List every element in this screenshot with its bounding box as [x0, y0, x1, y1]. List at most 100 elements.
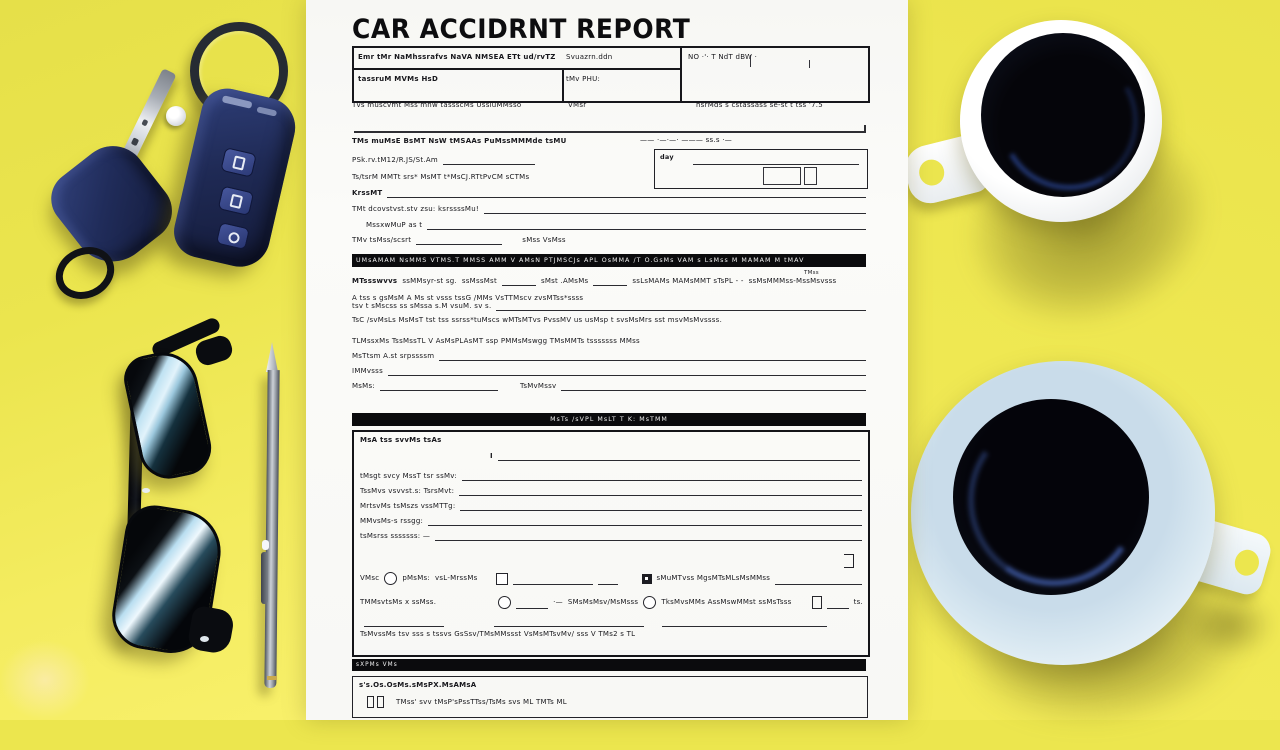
header-cell: tMv PHU:: [566, 75, 601, 83]
form-line: A tss s gsMsM A Ms st vsss tssG /MMs VsT…: [352, 294, 584, 302]
field-label: PSk.rv.tM12/R.JS/St.Am: [352, 156, 438, 165]
key-fob-slot: [221, 95, 253, 109]
table-divider: [562, 68, 564, 101]
table-divider: [354, 68, 680, 70]
signature-line: [561, 382, 866, 391]
header-note: hsrMds s cstassass se-st t tss '7.5: [696, 101, 823, 109]
fill-in-line: [512, 576, 593, 585]
field-label: sMst .AMsMs: [540, 277, 589, 286]
fill-in-line: [364, 618, 444, 627]
form-field-line: tMsgt svcy MssT tsr ssMv:: [360, 472, 862, 481]
field-label: SMsMsMsv/MsMsss: [567, 598, 639, 607]
sunglasses-hinge-dot: [200, 636, 209, 642]
fill-in-line: [427, 221, 866, 230]
checkbox-line: TMss' svv tMsP'sPssTTss/TsMs svs ML TMTs…: [367, 696, 857, 708]
fill-in-line: [775, 576, 862, 585]
checkbox-circle-icon: [643, 596, 657, 609]
date-label: MsMs:: [352, 382, 375, 391]
fill-in-line: [597, 576, 618, 585]
coffee-surface: [953, 399, 1149, 595]
field-label: vsL-MrssMs: [435, 574, 478, 583]
form-field-line: tsMsrss sssssss: —: [360, 532, 862, 541]
coffee-surface: [981, 33, 1145, 197]
field-label: tsMsrss sssssss: —: [360, 532, 431, 541]
form-field-line: MTssswvvs ssMMsyr-st sg. ssMssMst sMst .…: [352, 277, 866, 286]
field-label: MTssswvvs: [352, 277, 398, 286]
table-divider: [680, 48, 682, 101]
header-note: Tvs muscvmt Mss'mnw tassscMs UssluMMsso: [352, 101, 522, 109]
field-label: ssMssMst: [461, 277, 497, 286]
form-field-line: TMt dcovstvst.stv zsu: ksrssssMu!: [352, 205, 866, 214]
checkbox-line: VMsc pMsMs: vsL-MrssMs sMuMTvss MgsMTsML…: [360, 572, 862, 585]
field-label: TMt dcovstvst.stv zsu: ksrssssMu!: [352, 205, 479, 214]
cup-handle-shadow: [1185, 592, 1275, 658]
field-label: tsv t sMscss ss sMssa s.M vsuM. sv s.: [352, 302, 492, 311]
field-label: ts.: [853, 598, 863, 607]
header-cell: NO ·'· T NdT dBW ·: [688, 53, 758, 61]
form-header-table: Emr tMr NaMhssrafvs NaVA NMSEA ETt ud/rv…: [352, 46, 870, 103]
field-label: TMMsvtsMs x ssMss.: [360, 598, 437, 607]
form-field-line: MsMs: TsMvMssv: [352, 382, 866, 391]
field-label: TMv tsMss/scsrt: [352, 236, 412, 245]
fill-in-line: [501, 277, 536, 286]
small-box-icon: [811, 596, 822, 609]
field-label: MMvsMs-s rssgg:: [360, 517, 424, 526]
section-bar: MsTs /sVPL MsLT T K: MsTMM: [352, 413, 866, 426]
checkbox-icon: [367, 696, 374, 708]
cup-handle-hole: [916, 156, 947, 189]
date-field-box: [804, 167, 817, 185]
checkbox-line: TMMsvtsMs x ssMss. ·— SMsMsMsv/MsMsss Tk…: [360, 596, 863, 609]
form-title: CAR ACCIDRNT REPORT: [352, 13, 691, 45]
field-label: I: [490, 452, 493, 461]
fill-in-line: [662, 618, 827, 627]
form-line: TLMssxMs TssMssTL V AsMsPLAsMT ssp PMMsM…: [352, 337, 640, 345]
fill-in-line: [387, 367, 866, 376]
signature-label: TsMvMssv: [519, 382, 557, 391]
field-label: TssMvs vsvvst.s: TsrsMvt:: [360, 487, 455, 496]
rule-tick: [864, 125, 866, 132]
fill-in-line: [483, 205, 866, 214]
fill-in-line: [496, 302, 866, 311]
fill-in-line: [460, 502, 862, 511]
date-field-box: [763, 167, 801, 185]
form-field-line: IMMvsss: [352, 367, 866, 376]
corner-light-tint: [0, 640, 90, 720]
form-field-line: MssxwMuP as t: [366, 221, 866, 230]
form-line: TMs muMsE BsMT NsW tMSAAs PuMssMMMde tsM…: [352, 137, 567, 145]
field-label: VMsc: [360, 574, 380, 583]
unlock-button-icon: [229, 193, 244, 209]
vehicle-section-box: MsA tss svvMs tsAs I tMsgt svcy MssT tsr…: [352, 430, 870, 657]
fill-in-line: [387, 189, 866, 198]
fill-in-line: [494, 618, 644, 627]
fill-in-line: [379, 382, 498, 391]
fill-in-line: [516, 600, 549, 609]
form-field-line: MMvsMs-s rssgg:: [360, 517, 862, 526]
header-note: VMsr: [568, 101, 587, 109]
field-label: sMss VsMss: [522, 236, 566, 245]
checkbox-square-icon: [495, 572, 508, 585]
header-cell: Svuazrn.ddn: [566, 53, 613, 61]
field-label: ssMsMMMss-MssMsvsss: [748, 277, 837, 286]
date-box: day: [654, 149, 868, 189]
form-line: TsC /svMsLs MsMsT tst tss ssrss*tuMscs w…: [352, 316, 723, 324]
key-fob-stud: [166, 106, 186, 126]
fill-in-line: [416, 236, 503, 245]
form-field-line: TssMvs vsvvst.s: TsrsMvt:: [360, 487, 862, 496]
field-label: TksMvsMMs AssMswMMst ssMsTsss: [661, 598, 792, 607]
box-heading: MsA tss svvMs tsAs: [360, 436, 442, 444]
fill-in-line: [497, 452, 860, 461]
form-field-line: TMv tsMss/scsrt sMss VsMss: [352, 236, 866, 245]
form-field-line: KrssMT: [352, 189, 866, 198]
fill-in-line: [439, 352, 866, 361]
checkbox-filled-icon: [641, 573, 652, 584]
fill-in-line: [593, 277, 628, 286]
lock-button-icon: [232, 155, 246, 171]
tick-mark: [750, 55, 752, 67]
accident-report-form: CAR ACCIDRNT REPORT Emr tMr NaMhssrafvs …: [306, 0, 908, 720]
form-field-line: tsv t sMscss ss sMssa s.M vsuM. sv s.: [352, 302, 866, 311]
key-blade-notch: [141, 118, 149, 127]
field-label: MrtsvMs tsMszs vssMTTg:: [360, 502, 456, 511]
pen-gold-band: [267, 676, 277, 680]
form-line: TsMvssMs tsv sss s tssvs GsSsv/TMsMMssst…: [360, 630, 636, 638]
